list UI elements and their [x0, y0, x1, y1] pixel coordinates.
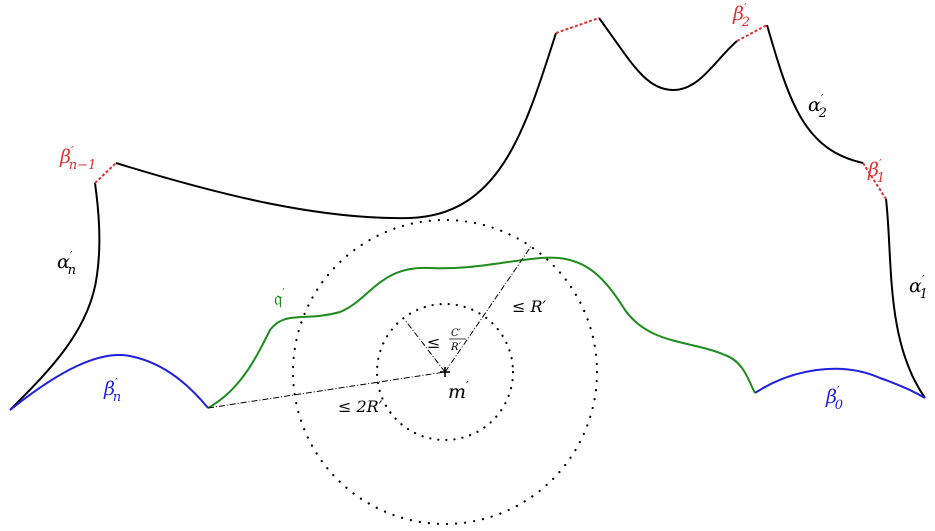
svg-text:≤: ≤ [427, 333, 440, 352]
line-to-outer-circle [444, 244, 533, 373]
label-beta-2: β′ 2 [732, 1, 750, 30]
svg-text:C′: C′ [451, 328, 462, 339]
label-le-r: ≤ R′ [512, 297, 547, 316]
label-beta-n: β′ n [103, 376, 121, 405]
beta-0-arc [754, 367, 926, 399]
label-le-2r: ≤ 2R′ [338, 397, 383, 416]
line-to-q-start [207, 371, 446, 409]
center-mark [440, 367, 450, 377]
outer-dotted-circle [291, 218, 599, 526]
beta-top-segment [555, 17, 600, 34]
svg-text:R′: R′ [450, 342, 462, 353]
label-q: 𝔮′ [274, 286, 285, 310]
red-beta-segments [94, 17, 887, 200]
label-alpha-1: α′ 1 [909, 273, 928, 302]
q-curve [207, 256, 756, 409]
radius-lines [207, 244, 533, 409]
beta-n-arc [9, 354, 209, 411]
alpha-1-arc [885, 198, 926, 399]
beta-1-segment [862, 162, 887, 200]
boundary-arcs [9, 17, 926, 411]
alpha-2-arc [766, 24, 864, 164]
label-alpha-n: α′ n [57, 249, 76, 278]
valley-arc [598, 17, 738, 92]
label-beta-1: β′ 1 [867, 157, 885, 186]
alpha-n-arc [9, 182, 101, 411]
beta-2-segment [736, 24, 768, 42]
label-beta-0: β′ 0 [825, 384, 843, 413]
upper-left-arc [115, 32, 557, 220]
label-beta-n-minus-1: β′ n−1 [59, 144, 96, 173]
blue-beta-arcs [9, 354, 926, 411]
inner-dotted-circle [375, 302, 515, 442]
label-le-frac: ≤ C′ R′ [427, 328, 466, 353]
beta-n-minus-1-segment [94, 162, 117, 184]
label-alpha-2: α′ 2 [808, 92, 827, 121]
label-m: m′ [448, 379, 469, 403]
